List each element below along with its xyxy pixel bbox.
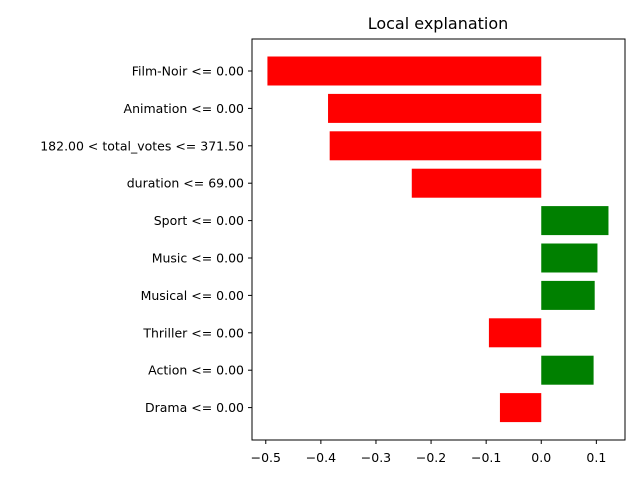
y-tick-label: Sport <= 0.00 — [154, 213, 244, 228]
bar — [541, 243, 598, 273]
y-tick-label: Music <= 0.00 — [152, 251, 244, 266]
x-tick-label: −0.2 — [416, 450, 446, 465]
bar — [329, 131, 542, 161]
bar — [541, 355, 594, 385]
y-tick-label: Drama <= 0.00 — [145, 400, 244, 415]
y-tick-label: Animation <= 0.00 — [124, 101, 245, 116]
plot-frame — [251, 38, 626, 441]
x-tick-label: −0.1 — [471, 450, 501, 465]
y-tick-labels: Film-Noir <= 0.00 Animation <= 0.00 182.00… — [40, 64, 252, 415]
bar — [541, 206, 609, 236]
bar — [267, 56, 542, 86]
bar — [541, 280, 595, 310]
x-tick-label: 0.0 — [531, 450, 551, 465]
x-tick-label: −0.5 — [251, 450, 281, 465]
x-ticks: −0.5 −0.4 −0.3 −0.2 −0.1 0.0 0.1 — [251, 440, 606, 465]
chart-title: Local explanation — [368, 14, 509, 33]
y-tick-label: duration <= 69.00 — [127, 176, 244, 191]
y-tick-label: Thriller <= 0.00 — [142, 325, 244, 340]
bar — [488, 318, 542, 348]
y-tick-label: Film-Noir <= 0.00 — [132, 64, 244, 79]
bar — [328, 93, 542, 123]
y-tick-label: Action <= 0.00 — [148, 363, 244, 378]
y-tick-label: Musical <= 0.00 — [141, 288, 244, 303]
x-tick-label: 0.1 — [586, 450, 606, 465]
y-tick-label: 182.00 < total_votes <= 371.50 — [40, 138, 244, 153]
bar — [411, 168, 542, 198]
bars-group — [267, 56, 609, 423]
bar — [499, 393, 542, 423]
x-tick-label: −0.3 — [361, 450, 391, 465]
x-tick-label: −0.4 — [306, 450, 336, 465]
